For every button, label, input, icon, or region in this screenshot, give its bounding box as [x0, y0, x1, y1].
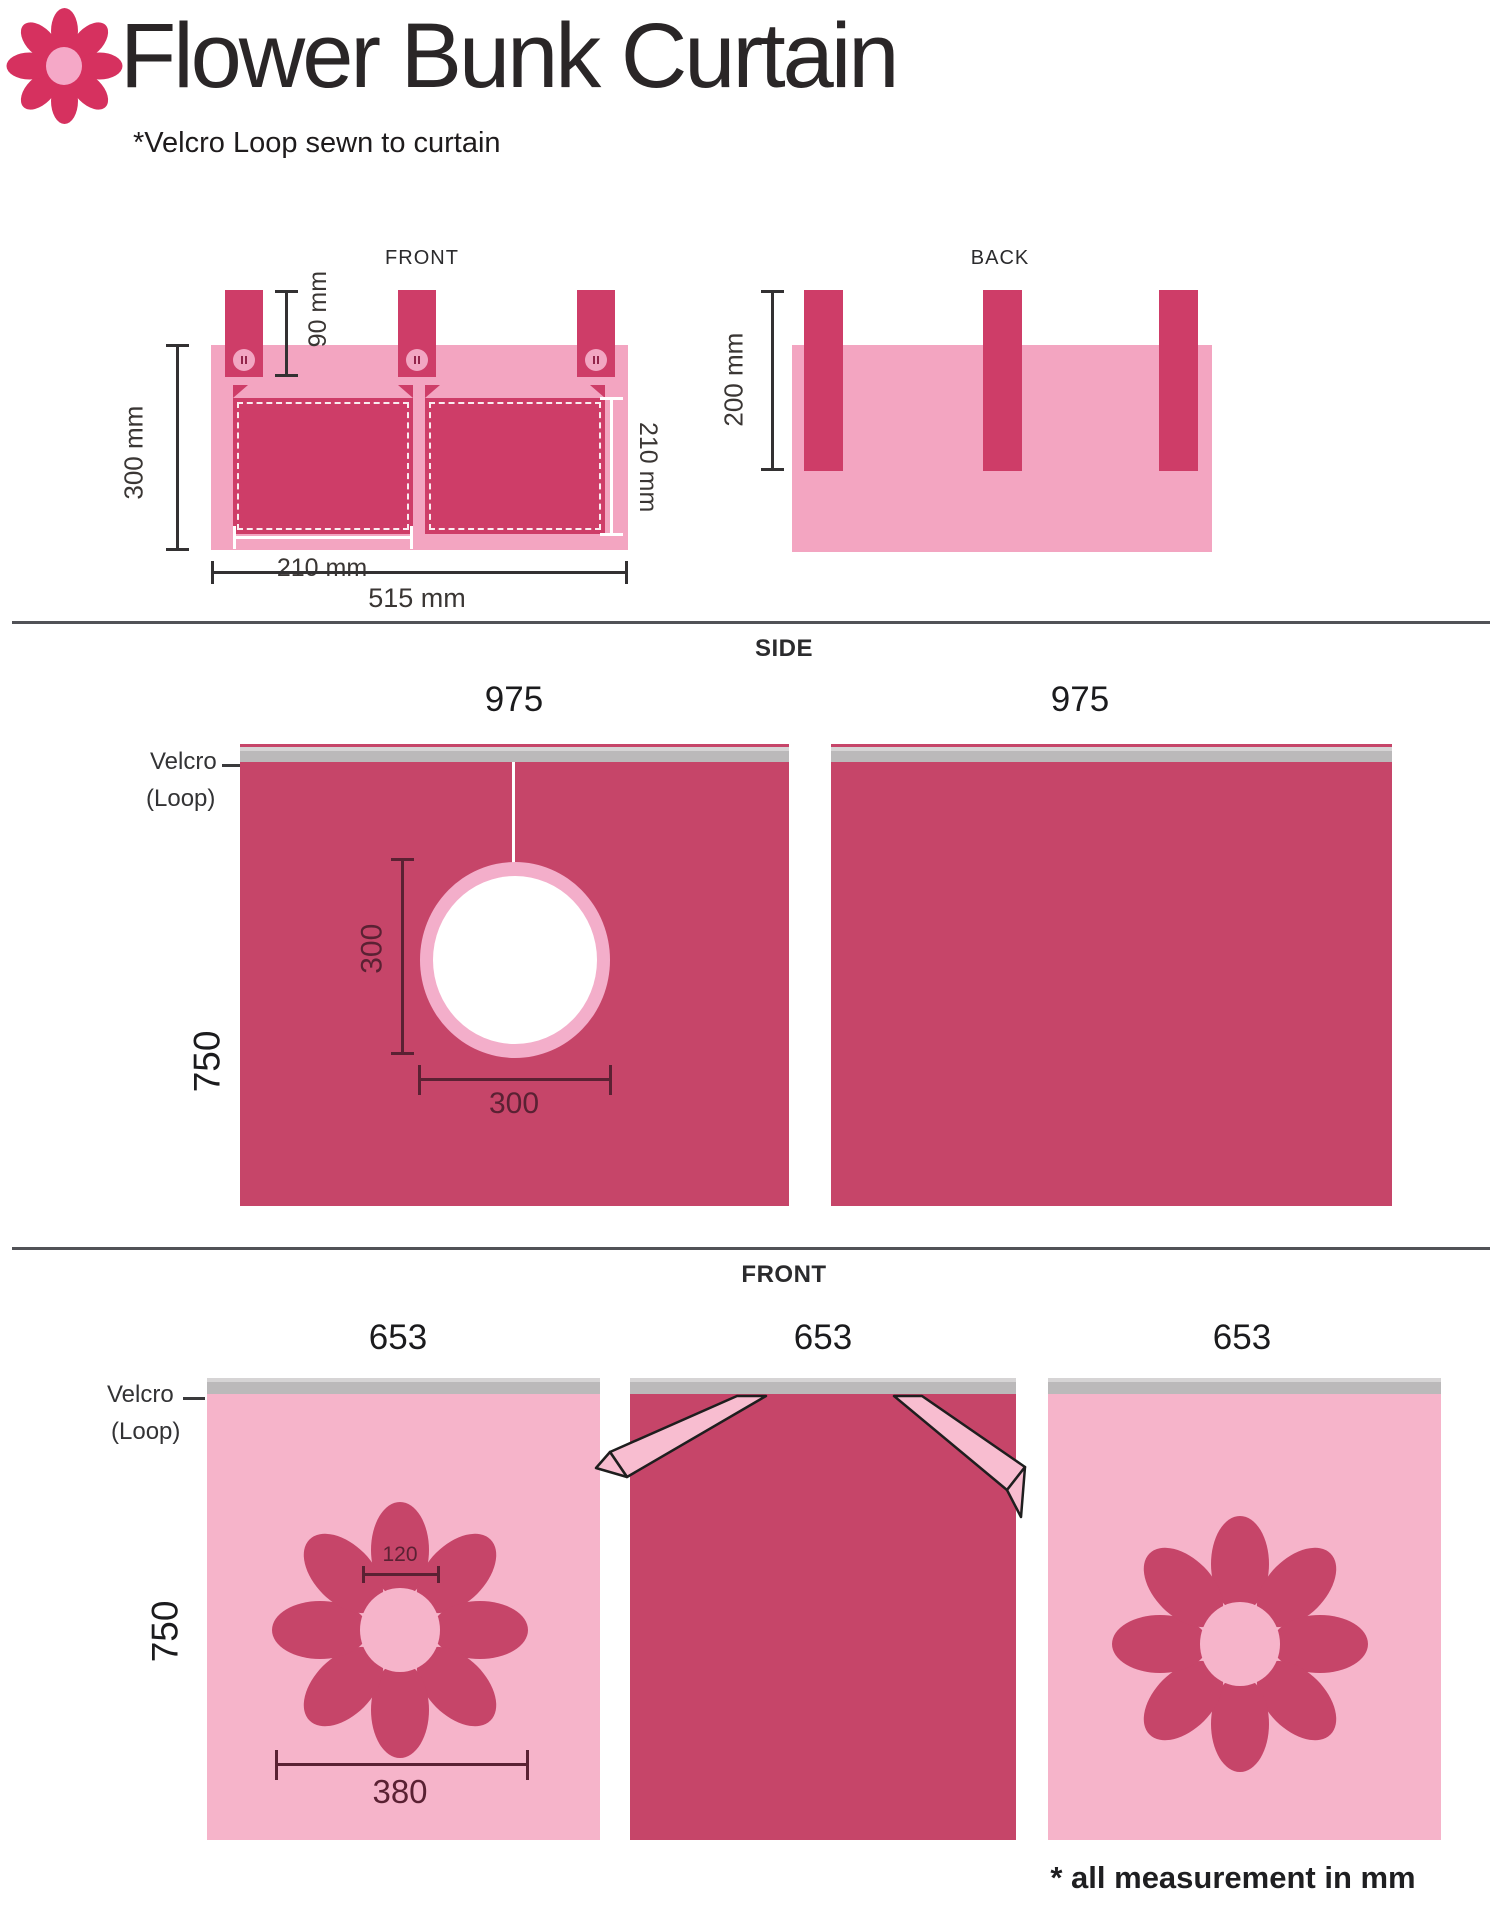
button-icon	[406, 349, 428, 371]
side-section-label: SIDE	[754, 635, 813, 662]
dim-line-pocket-height	[600, 397, 623, 536]
pocket-flap	[398, 385, 413, 398]
dim-line-body-height	[166, 344, 189, 551]
measurement-note: * all measurement in mm	[1050, 1860, 1416, 1895]
pocket-right	[425, 398, 605, 534]
flower-center	[360, 1588, 440, 1672]
pocket-left	[233, 398, 413, 534]
back-strap-2	[983, 290, 1022, 471]
dim-label-body-height: 300 mm	[118, 405, 149, 500]
back-strap-1	[804, 290, 843, 471]
tie-strap-right-fold	[1005, 1465, 1027, 1519]
flower-center	[46, 47, 82, 85]
velcro-strip	[1048, 1378, 1441, 1394]
dim-line-back-strap	[761, 290, 784, 471]
stitch-border	[429, 402, 601, 530]
dim-line-hole-height	[391, 858, 414, 1055]
tie-strap-right	[892, 1394, 1027, 1492]
dim-line-strap-height	[275, 290, 298, 377]
side-right-width-label: 975	[1050, 680, 1110, 719]
hole-slit-line	[512, 762, 515, 864]
side-height-label: 750	[186, 1030, 228, 1093]
front-right-width-label: 653	[1212, 1318, 1272, 1357]
pocket-flap	[425, 385, 440, 398]
back-view-label: BACK	[970, 247, 1030, 269]
velcro-label: Velcro	[150, 748, 217, 775]
velcro-loop-label: (Loop)	[111, 1418, 181, 1445]
dim-label-hole-width: 300	[488, 1087, 540, 1120]
dim-line-body-width	[211, 561, 628, 584]
velcro-pointer-line	[222, 764, 244, 767]
button-icon	[233, 349, 255, 371]
dim-label-hole-height: 300	[355, 923, 389, 974]
page-subtitle: *Velcro Loop sewn to curtain	[133, 127, 501, 159]
dim-line-pocket-width	[233, 526, 413, 549]
dim-label-back-strap: 200 mm	[718, 332, 749, 427]
front-section-label: FRONT	[741, 1261, 827, 1288]
page-title: Flower Bunk Curtain	[120, 5, 899, 107]
dim-label-flower-center: 120	[382, 1543, 418, 1566]
front-view-label: FRONT	[385, 247, 459, 269]
dim-label-pocket-height: 210 mm	[634, 421, 663, 513]
tie-strap-left	[608, 1394, 768, 1479]
dim-label-strap-height: 90 mm	[303, 270, 332, 348]
pocket-flap	[233, 385, 248, 398]
pocket-flap	[590, 385, 605, 398]
velcro-pointer-line	[183, 1397, 205, 1400]
button-icon	[585, 349, 607, 371]
dim-line-flower-width	[275, 1750, 529, 1780]
front-middle-width-label: 653	[793, 1318, 853, 1357]
velcro-label: Velcro	[107, 1381, 174, 1408]
side-panel-plain	[831, 744, 1392, 1206]
velcro-strip	[831, 747, 1392, 762]
velcro-strip	[207, 1378, 600, 1394]
velcro-loop-label: (Loop)	[146, 785, 216, 812]
tie-strap-left-fold	[594, 1450, 629, 1479]
tie-straps-graphic	[594, 1394, 1027, 1519]
front-panel-middle	[630, 1378, 1016, 1840]
section-divider	[12, 1247, 1490, 1250]
section-divider	[12, 621, 1490, 624]
dim-label-flower-width: 380	[372, 1773, 428, 1810]
stitch-border	[237, 402, 409, 530]
side-left-width-label: 975	[484, 680, 544, 719]
hole-opening	[433, 876, 597, 1044]
velcro-strip	[240, 747, 789, 762]
dim-label-pocket-width: 210 mm	[276, 554, 368, 582]
dim-line-flower-center	[362, 1566, 440, 1583]
velcro-strip	[630, 1378, 1016, 1394]
front-height-label: 750	[144, 1600, 186, 1663]
back-strap-3	[1159, 290, 1198, 471]
dim-line-hole-width	[418, 1065, 612, 1095]
flower-center	[1200, 1602, 1280, 1686]
front-left-width-label: 653	[368, 1318, 428, 1357]
dim-label-body-width: 515 mm	[368, 583, 466, 613]
